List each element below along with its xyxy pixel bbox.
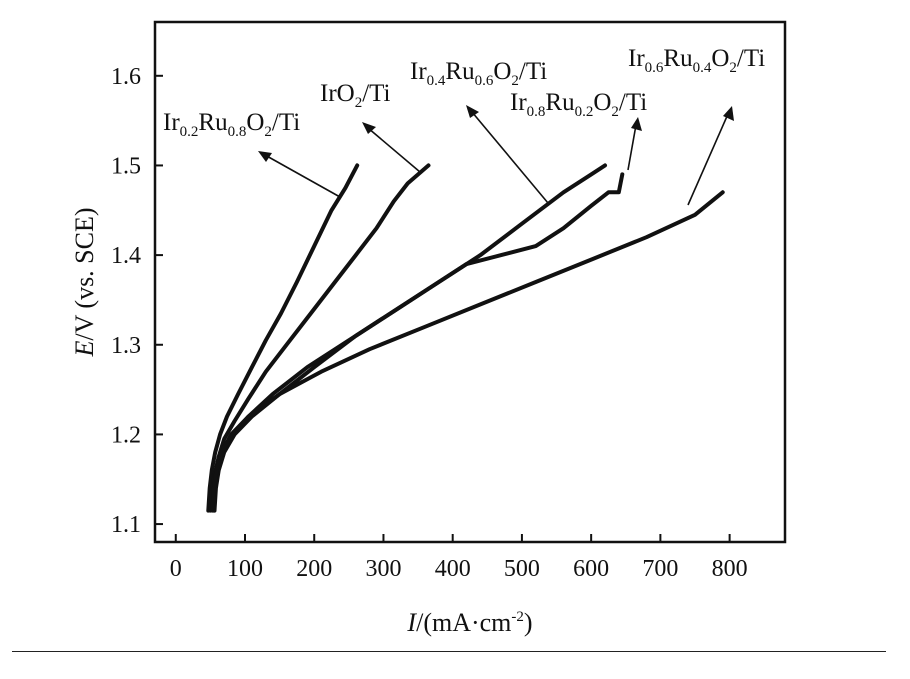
series-label-part: /Ti: [519, 58, 547, 85]
series-label-part: O: [711, 45, 729, 72]
leader-ir08ru02: [627, 124, 637, 171]
x-axis-ticks: 0 100 200 300 400 500 600 700 800: [170, 534, 748, 582]
leader-arrow-iro2: [362, 122, 376, 134]
series-label-part: 2: [611, 104, 619, 120]
series-label-part: Ir: [410, 58, 427, 85]
x-tick-label: 800: [712, 556, 748, 582]
leader-iro2: [367, 127, 421, 173]
leader-ir06ru04: [687, 113, 729, 206]
series-label-part: O: [246, 109, 264, 136]
series-label-part: 0.6: [645, 60, 664, 76]
series-label-part: 0.2: [180, 124, 199, 140]
series-label-part: Ru: [663, 45, 693, 72]
x-tick-label: 0: [170, 556, 182, 582]
series-label-part: Ru: [545, 89, 575, 116]
leader-arrow-ir06ru04: [723, 106, 734, 121]
series-annotations: Ir0.2Ru0.8O2/Ti IrO2/Ti Ir0.4Ru0.6O2/Ti …: [163, 45, 765, 206]
plot-frame: [153, 20, 787, 544]
y-tick-label: 1.3: [111, 333, 141, 359]
series-line-0: [206, 163, 360, 513]
x-tick-label: 300: [365, 556, 401, 582]
series-label-part: Ru: [445, 58, 475, 85]
y-tick-label: 1.1: [111, 512, 141, 538]
x-axis-title: I/(mA·cm-2): [406, 608, 532, 637]
series-label-part: 0.8: [228, 124, 247, 140]
series-label-ir08ru02: Ir0.8Ru0.2O2/Ti: [510, 89, 647, 120]
series-label-part: Ir: [510, 89, 527, 116]
series-line-3: [211, 172, 625, 513]
series-label-part: 0.4: [427, 73, 446, 89]
x-tick-label: 500: [504, 556, 540, 582]
series-label-part: /Ti: [272, 109, 300, 136]
series-label-part: IrO: [320, 80, 355, 107]
x-tick-label: 100: [227, 556, 263, 582]
series-label-part: 0.2: [575, 104, 594, 120]
series-label-part: 0.8: [527, 104, 546, 120]
series-label-part: Ir: [163, 109, 180, 136]
y-tick-label: 1.6: [111, 64, 141, 90]
leader-arrow-ir04ru06: [466, 105, 479, 118]
x-tick-label: 200: [296, 556, 332, 582]
leader-arrow-ir02ru08: [258, 151, 272, 162]
series-lines: [206, 163, 725, 513]
series-label-part: /Ti: [619, 89, 647, 116]
y-axis-ticks: 1.1 1.2 1.3 1.4 1.5 1.6: [111, 64, 163, 538]
series-label-part: Ir: [628, 45, 645, 72]
series-label-part: 2: [729, 60, 737, 76]
series-label-part: Ru: [198, 109, 228, 136]
series-label-ir06ru04: Ir0.6Ru0.4O2/Ti: [628, 45, 765, 76]
y-tick-label: 1.5: [111, 153, 141, 179]
series-label-iro2: IrO2/Ti: [320, 80, 391, 111]
x-tick-label: 400: [435, 556, 471, 582]
series-label-part: /Ti: [362, 80, 390, 107]
leader-ir02ru08: [264, 154, 341, 198]
series-label-part: O: [593, 89, 611, 116]
series-label-part: 2: [511, 73, 519, 89]
y-axis-title: E/V (vs. SCE): [70, 207, 99, 357]
series-label-part: O: [493, 58, 511, 85]
leader-ir04ru06: [471, 111, 549, 204]
y-tick-label: 1.2: [111, 422, 141, 448]
series-label-ir04ru06: Ir0.4Ru0.6O2/Ti: [410, 58, 547, 89]
series-label-ir02ru08: Ir0.2Ru0.8O2/Ti: [163, 109, 300, 140]
series-line-2: [212, 163, 607, 513]
series-label-part: 2: [355, 95, 363, 111]
series-label-part: /Ti: [737, 45, 765, 72]
leader-arrow-ir08ru02: [631, 117, 642, 131]
footer-rule: [12, 651, 886, 652]
series-label-part: 0.6: [475, 73, 494, 89]
series-label-part: 2: [264, 124, 272, 140]
series-line-4: [210, 190, 725, 513]
x-tick-label: 700: [642, 556, 678, 582]
y-tick-label: 1.4: [111, 243, 141, 269]
x-tick-label: 600: [573, 556, 609, 582]
series-label-part: 0.4: [693, 60, 712, 76]
